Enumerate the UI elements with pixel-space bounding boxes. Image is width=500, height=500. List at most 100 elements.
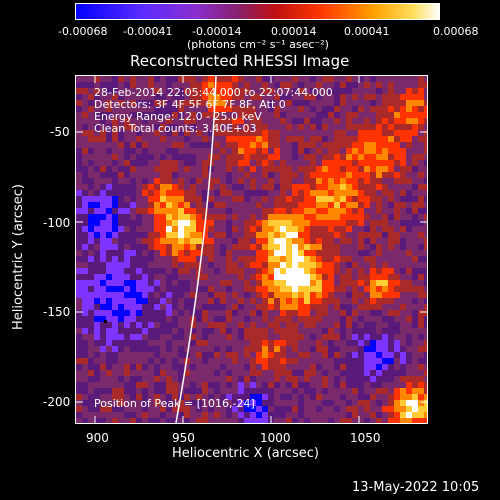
heatmap-cell [136, 244, 143, 251]
heatmap-cell [184, 196, 191, 203]
heatmap-cell [118, 220, 125, 227]
heatmap-cell [124, 388, 131, 395]
heatmap-cell [298, 280, 305, 287]
heatmap-cell [394, 418, 401, 423]
heatmap-cell [124, 190, 131, 197]
heatmap-cell [106, 232, 113, 239]
heatmap-cell [322, 226, 329, 233]
heatmap-cell [130, 130, 137, 137]
heatmap-cell [178, 160, 185, 167]
heatmap-cell [268, 148, 275, 155]
heatmap-cell [244, 328, 251, 335]
heatmap-cell [202, 136, 209, 143]
heatmap-cell [352, 364, 359, 371]
heatmap-cell [244, 274, 251, 281]
heatmap-cell [424, 250, 427, 257]
heatmap-cell [82, 220, 89, 227]
heatmap-cell [136, 76, 143, 83]
heatmap-cell [220, 100, 227, 107]
heatmap-cell [244, 388, 251, 395]
heatmap-cell [130, 178, 137, 185]
heatmap-cell [172, 190, 179, 197]
heatmap-cell [382, 256, 389, 263]
heatmap-cell [244, 352, 251, 359]
heatmap-cell [328, 238, 335, 245]
heatmap-cell [226, 334, 233, 341]
heatmap-cell [358, 346, 365, 353]
heatmap-cell [130, 106, 137, 113]
heatmap-cell [256, 196, 263, 203]
heatmap-cell [358, 202, 365, 209]
heatmap-cell [280, 154, 287, 161]
heatmap-cell [376, 256, 383, 263]
heatmap-cell [100, 172, 107, 179]
heatmap-cell [388, 142, 395, 149]
heatmap-cell [322, 256, 329, 263]
heatmap-cell [274, 322, 281, 329]
heatmap-cell [196, 202, 203, 209]
heatmap-cell [214, 232, 221, 239]
heatmap-cell [316, 388, 323, 395]
heatmap-cell [382, 400, 389, 407]
heatmap-cell [388, 244, 395, 251]
heatmap-cell [292, 184, 299, 191]
heatmap-cell [334, 286, 341, 293]
heatmap-cell [124, 100, 131, 107]
heatmap-cell [286, 238, 293, 245]
heatmap-cell [190, 106, 197, 113]
heatmap-cell [202, 256, 209, 263]
heatmap-cell [202, 304, 209, 311]
heatmap-cell [202, 172, 209, 179]
heatmap-cell [244, 232, 251, 239]
heatmap-cell [400, 292, 407, 299]
heatmap-cell [346, 322, 353, 329]
heatmap-cell [196, 292, 203, 299]
heatmap-cell [250, 328, 257, 335]
heatmap-cell [142, 406, 149, 413]
heatmap-cell [304, 232, 311, 239]
heatmap-cell [172, 406, 179, 413]
heatmap-cell [244, 124, 251, 131]
heatmap-cell [400, 244, 407, 251]
heatmap-cell [346, 412, 353, 419]
heatmap-cell [256, 82, 263, 89]
heatmap-cell [418, 130, 425, 137]
heatmap-cell [160, 178, 167, 185]
heatmap-cell [262, 406, 269, 413]
heatmap-cell [202, 184, 209, 191]
heatmap-cell [196, 148, 203, 155]
heatmap-cell [166, 394, 173, 401]
heatmap-cell [352, 382, 359, 389]
heatmap-cell [340, 244, 347, 251]
heatmap-cell [268, 370, 275, 377]
heatmap-cell [94, 352, 101, 359]
heatmap-cell [418, 274, 425, 281]
heatmap-cell [268, 364, 275, 371]
heatmap-cell [166, 418, 173, 423]
heatmap-cell [334, 316, 341, 323]
heatmap-cell [400, 214, 407, 221]
heatmap-cell [286, 412, 293, 419]
heatmap-cell [388, 376, 395, 383]
heatmap-cell [424, 88, 427, 95]
heatmap-cell [400, 250, 407, 257]
heatmap-cell [76, 172, 83, 179]
heatmap-cell [394, 286, 401, 293]
heatmap-cell [424, 340, 427, 347]
heatmap-cell [124, 394, 131, 401]
heatmap-cell [118, 394, 125, 401]
heatmap-cell [328, 406, 335, 413]
heatmap-cell [388, 202, 395, 209]
heatmap-cell [244, 358, 251, 365]
heatmap-cell [118, 280, 125, 287]
heatmap-cell [226, 322, 233, 329]
heatmap-cell [256, 178, 263, 185]
heatmap-cell [304, 400, 311, 407]
heatmap-cell [130, 334, 137, 341]
heatmap-cell [82, 118, 89, 125]
heatmap-cell [148, 370, 155, 377]
heatmap-cell [130, 136, 137, 143]
heatmap-cell [178, 298, 185, 305]
heatmap-cell [190, 298, 197, 305]
heatmap-cell [292, 382, 299, 389]
